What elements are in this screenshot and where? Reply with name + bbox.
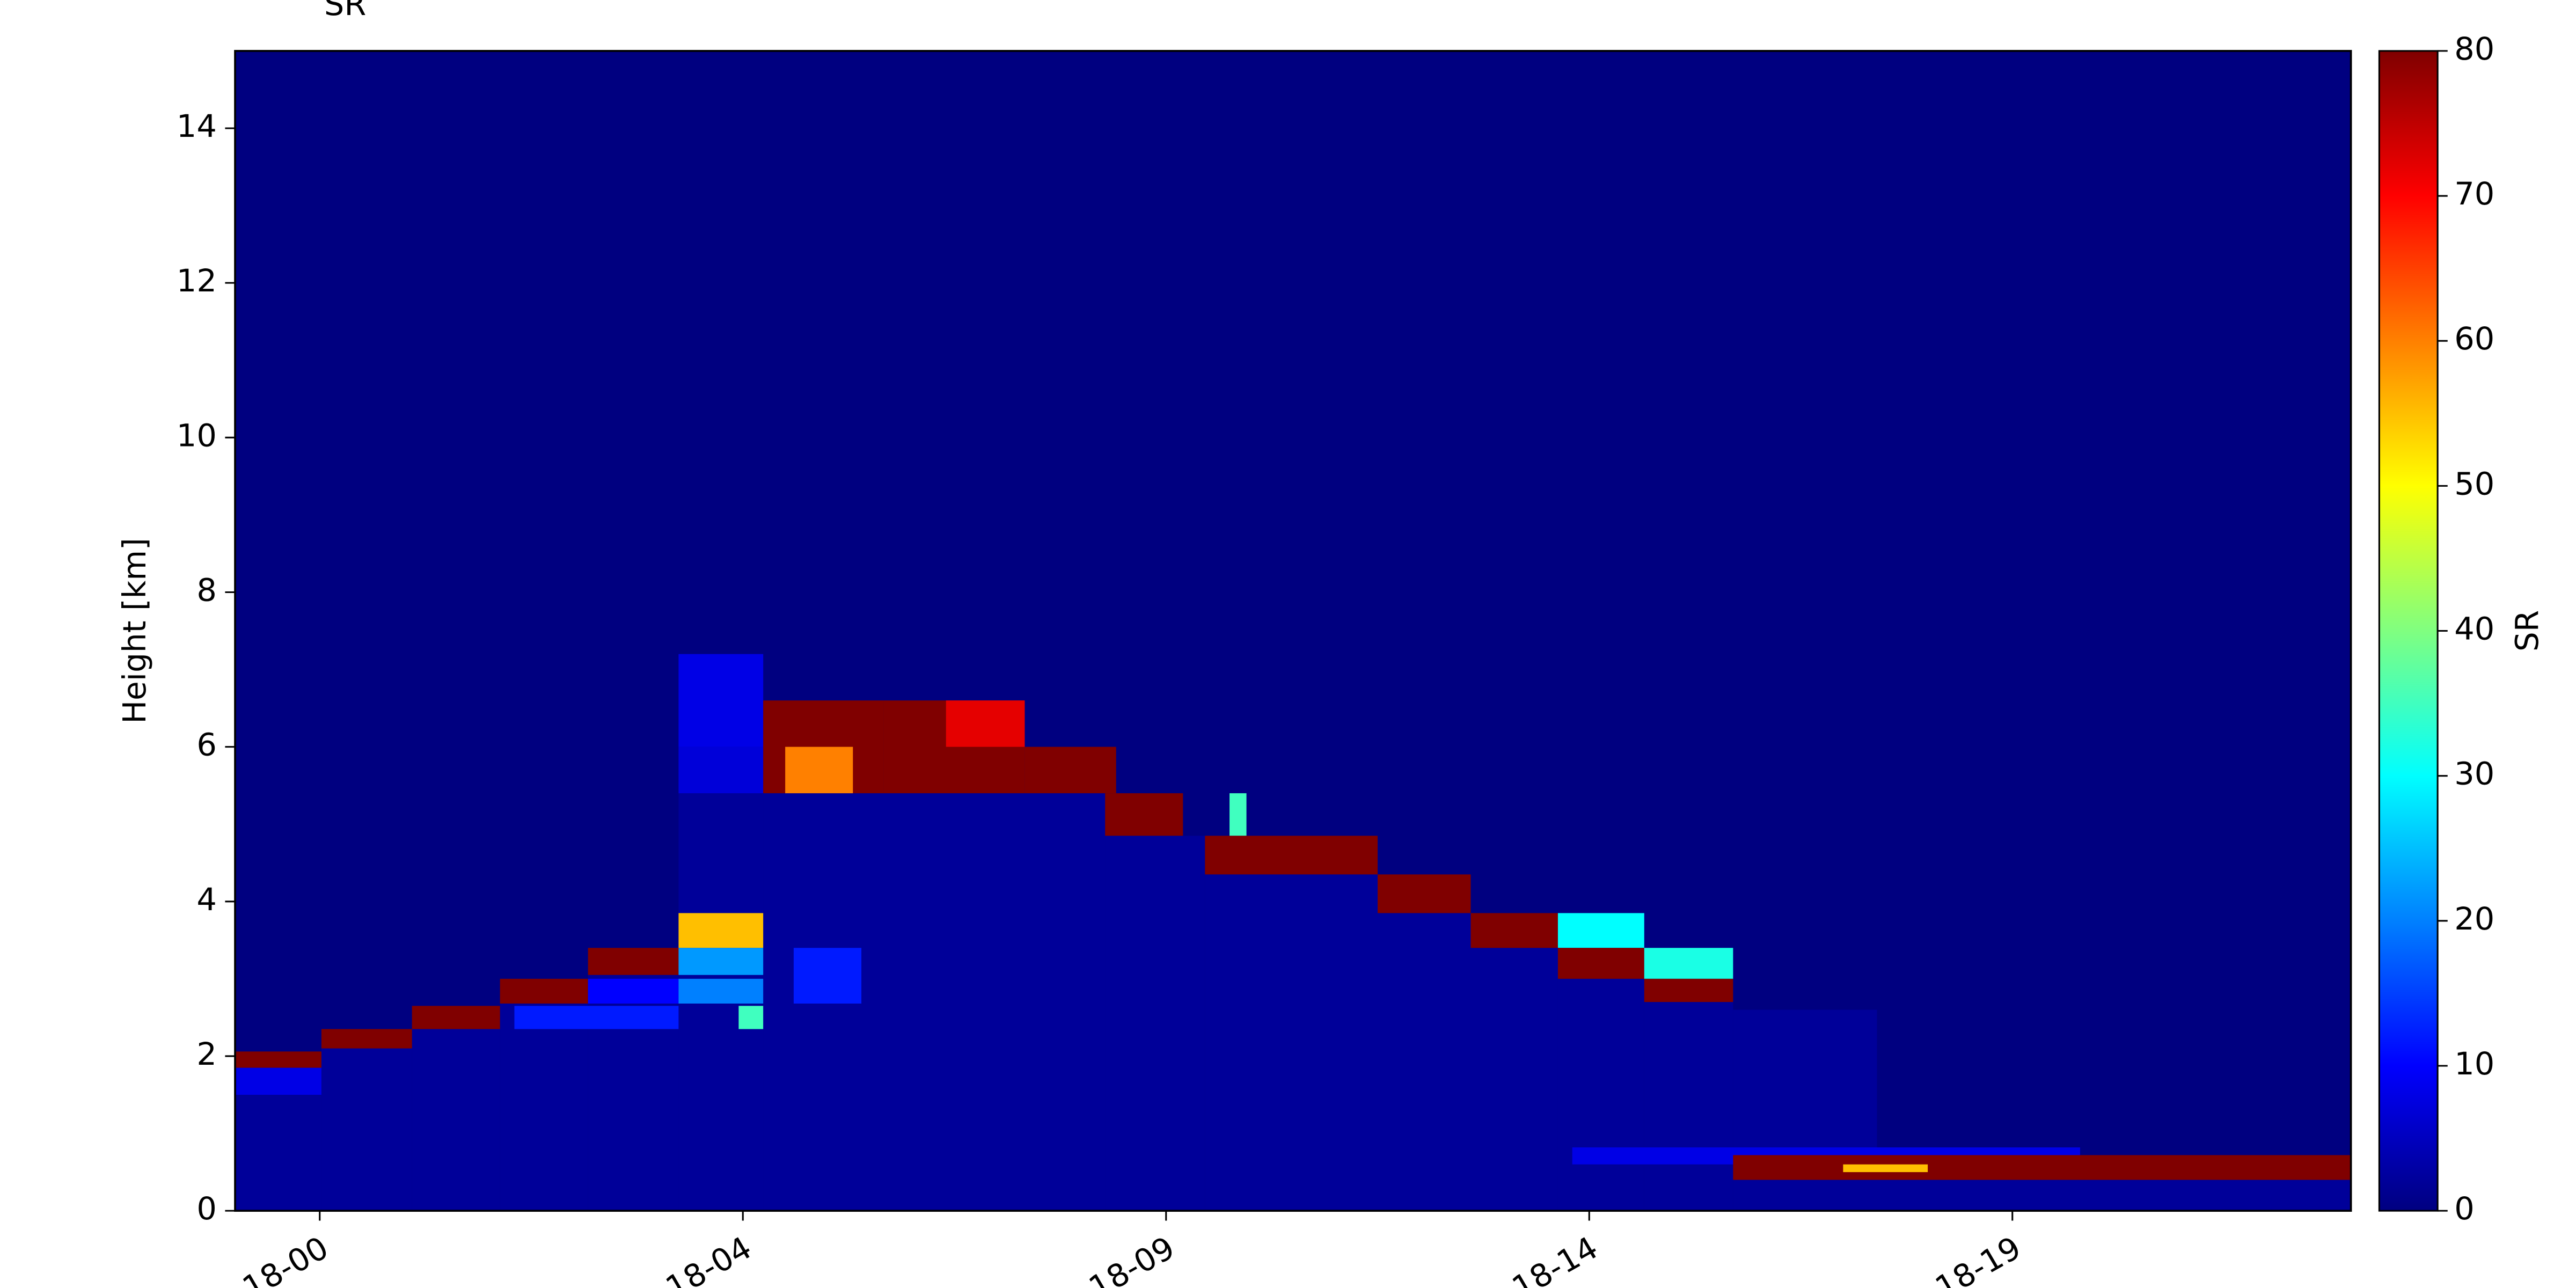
cell (1733, 1180, 2351, 1211)
cell (321, 1048, 412, 1211)
cell (1557, 948, 1644, 979)
cell (1644, 978, 1733, 1002)
cell (1205, 836, 1378, 875)
cell (1105, 793, 1183, 836)
cell (1378, 913, 1471, 1211)
y-tick-label: 4 (196, 881, 217, 917)
colorbar-tick-label: 50 (2454, 466, 2494, 502)
colorbar-tick-label: 30 (2454, 756, 2494, 792)
y-tick-label: 6 (196, 727, 217, 763)
cell (678, 654, 764, 747)
cell (500, 978, 588, 1004)
cell (500, 1003, 588, 1211)
y-tick-label: 14 (177, 108, 217, 144)
heatmap (235, 50, 2351, 1211)
x-tick-label: 18-14 (1506, 1230, 1604, 1288)
cell (514, 1006, 679, 1029)
cell (1644, 948, 1733, 979)
cell (1644, 1002, 1733, 1211)
cell (678, 747, 764, 794)
cell (1733, 1009, 1877, 1155)
cell (793, 948, 862, 1004)
y-tick-label: 10 (177, 418, 217, 453)
cell (1024, 747, 1116, 794)
cell (588, 978, 679, 1004)
cell (678, 978, 764, 1004)
x-tick-label: 18-19 (1929, 1230, 2028, 1288)
cell (235, 1051, 321, 1068)
chart-title: SR (324, 0, 366, 23)
cell (412, 1029, 500, 1211)
colorbar-tick-label: 0 (2454, 1191, 2475, 1227)
cell (1378, 874, 1471, 913)
cell (1557, 978, 1644, 1211)
y-axis-label: Height [km] (116, 538, 153, 723)
y-tick-label: 12 (177, 263, 217, 299)
colorbar-tick-label: 40 (2454, 611, 2494, 647)
cell (785, 747, 853, 794)
cell (678, 948, 764, 975)
cell (412, 1006, 500, 1029)
cell (1105, 836, 1205, 1211)
colorbar-label: SR (2509, 610, 2546, 652)
y-tick-label: 8 (196, 572, 217, 608)
cell (321, 1029, 412, 1049)
cell (1733, 1155, 2351, 1180)
x-tick-label: 18-09 (1083, 1230, 1181, 1288)
y-tick-label: 2 (196, 1036, 217, 1072)
colorbar-tick-label: 70 (2454, 175, 2494, 211)
cell (946, 700, 1025, 747)
cell (738, 1006, 764, 1029)
colorbar (2378, 50, 2439, 1212)
y-tick-label: 0 (196, 1191, 217, 1227)
colorbar-tick-label: 20 (2454, 901, 2494, 936)
cell (1230, 793, 1247, 836)
x-tick-label: 18-00 (237, 1230, 335, 1288)
colorbar-tick-label: 10 (2454, 1045, 2494, 1081)
cell (1470, 913, 1558, 948)
colorbar-tick-label: 60 (2454, 321, 2494, 357)
cell (1557, 913, 1644, 948)
cell (1205, 874, 1378, 1211)
cell (588, 948, 679, 975)
cell (678, 913, 764, 948)
cell (1843, 1164, 1928, 1173)
plot-frame (234, 50, 2352, 1212)
cell (235, 1095, 321, 1211)
cell (235, 1067, 321, 1095)
colorbar-tick-label: 80 (2454, 31, 2494, 67)
cell (1470, 948, 1558, 1211)
x-tick-label: 18-04 (660, 1230, 758, 1288)
